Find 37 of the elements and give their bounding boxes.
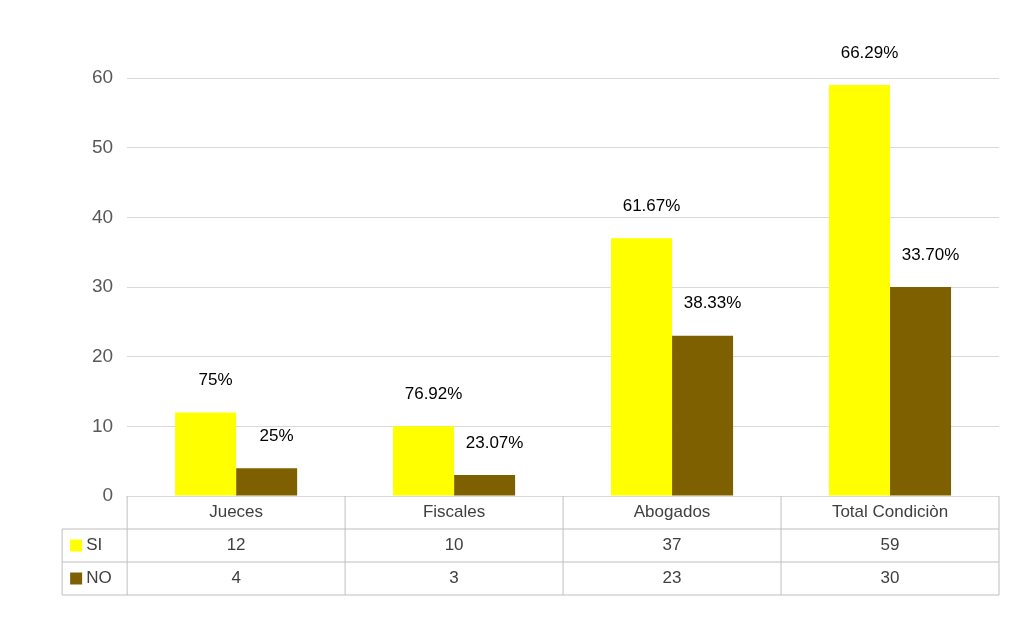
data-label: 3 <box>449 568 459 588</box>
y-tick-label: 50 <box>91 135 114 157</box>
bar <box>611 238 673 496</box>
legend-label: NO <box>86 568 112 588</box>
annotation: 33.70% <box>901 244 960 264</box>
data-label: 23 <box>662 568 682 588</box>
y-tick-label: 10 <box>91 414 114 436</box>
bar <box>175 412 237 496</box>
bar <box>828 84 891 496</box>
annotation: 76.92% <box>404 384 463 404</box>
bar <box>236 468 298 496</box>
annotation: 23.07% <box>465 432 524 452</box>
y-tick-label: 60 <box>91 66 114 88</box>
y-tick-label: 20 <box>91 344 114 366</box>
annotation: 61.67% <box>622 195 681 215</box>
data-label: 37 <box>662 535 682 555</box>
data-label: 59 <box>880 535 900 555</box>
y-tick-label: 0 <box>102 484 114 506</box>
y-tick-label: 30 <box>91 275 114 297</box>
data-label: 30 <box>880 568 900 588</box>
x-tick-label: Abogados <box>633 502 711 522</box>
legend-label: SI <box>86 535 103 555</box>
y-tick-label: 40 <box>91 205 114 227</box>
x-tick-label: Jueces <box>209 502 264 522</box>
annotation: 66.29% <box>840 42 899 62</box>
data-label: 4 <box>231 568 241 588</box>
annotation: 75% <box>198 370 233 390</box>
bar <box>890 287 952 496</box>
bar <box>454 475 516 496</box>
data-label: 10 <box>444 535 464 555</box>
annotation: 25% <box>259 425 294 445</box>
annotation: 38.33% <box>683 293 742 313</box>
bar <box>393 426 455 496</box>
bar <box>672 335 734 496</box>
x-tick-label: Total Condiciòn <box>831 502 949 522</box>
x-tick-label: Fiscales <box>422 502 486 522</box>
data-label: 12 <box>226 535 246 555</box>
